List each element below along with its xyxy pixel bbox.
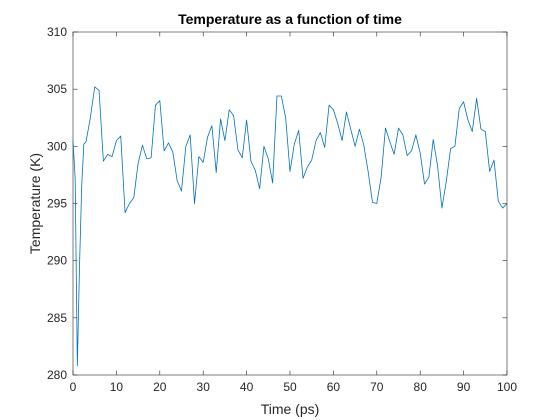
plot-area [72, 31, 508, 376]
y-tick-label: 285 [47, 311, 67, 325]
x-tick-label: 90 [457, 380, 471, 394]
chart-title: Temperature as a function of time [178, 11, 402, 27]
x-tick-label: 100 [497, 380, 517, 394]
y-axis-ticks: 280 285 290 295 300 305 310 [47, 25, 507, 382]
x-tick-label: 20 [153, 380, 167, 394]
y-tick-label: 280 [47, 368, 67, 382]
x-tick-label: 80 [414, 380, 428, 394]
temperature-series-line [72, 86, 508, 367]
x-tick-label: 50 [283, 380, 297, 394]
y-tick-label: 300 [47, 139, 67, 153]
x-tick-label: 10 [110, 380, 124, 394]
x-axis-ticks: 0 10 20 30 40 50 60 70 80 90 100 [70, 32, 517, 394]
x-axis-label: Time (ps) [261, 401, 320, 417]
x-tick-label: 30 [197, 380, 211, 394]
y-tick-label: 295 [47, 197, 67, 211]
y-tick-label: 310 [47, 25, 67, 39]
x-tick-label: 40 [240, 380, 254, 394]
y-axis-label: Temperature (K) [27, 153, 43, 254]
x-tick-label: 0 [70, 380, 77, 394]
x-tick-label: 60 [327, 380, 341, 394]
y-tick-label: 290 [47, 254, 67, 268]
y-tick-label: 305 [47, 82, 67, 96]
x-tick-label: 70 [370, 380, 384, 394]
